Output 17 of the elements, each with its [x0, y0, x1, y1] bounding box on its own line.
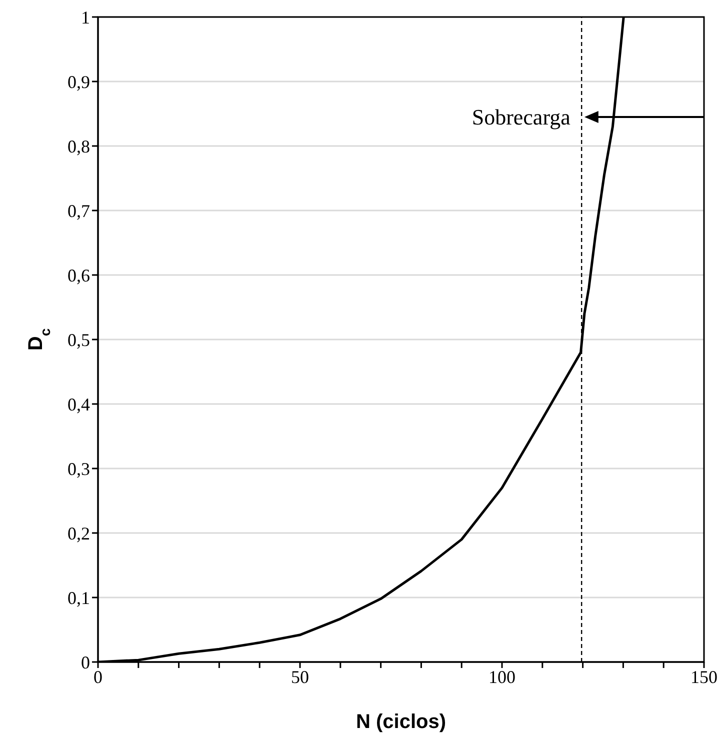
y-tick-label: 0,6	[68, 265, 90, 286]
y-tick-label: 1	[81, 7, 90, 28]
y-tick-label: 0,2	[68, 523, 90, 544]
x-tick-label: 150	[690, 666, 718, 687]
annotation: Sobrecarga	[472, 104, 571, 130]
y-tick-label: 0,5	[68, 330, 90, 350]
x-tick-label: 50	[291, 666, 309, 687]
y-tick-label: 0,8	[68, 136, 90, 156]
y-tick-label: 0	[81, 652, 90, 672]
y-tick-label: 0,3	[68, 458, 90, 479]
x-axis-title: N (ciclos)	[356, 711, 446, 733]
y-tick-label: 0,1	[68, 588, 90, 608]
y-tick-label: 0,9	[68, 72, 90, 92]
y-tick-label: 0,7	[68, 200, 90, 221]
x-tick-label: 100	[488, 666, 516, 687]
x-tick-label: 0	[94, 666, 102, 687]
y-tick-label: 0,4	[68, 394, 90, 414]
